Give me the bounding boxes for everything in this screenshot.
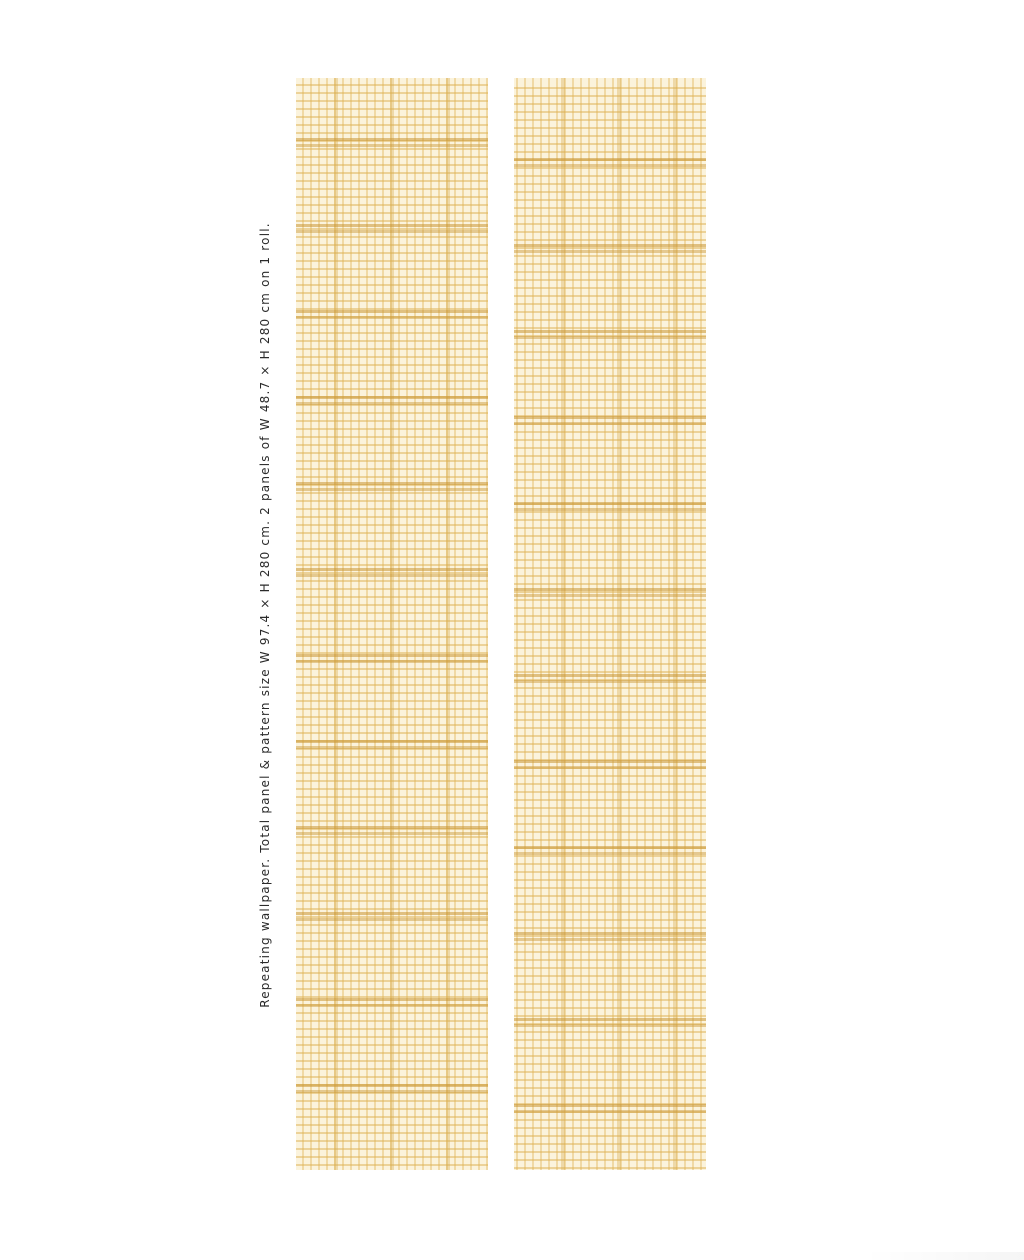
page-edge-shadow — [864, 1252, 1024, 1260]
wallpaper-size-caption: Repeating wallpaper. Total panel & patte… — [258, 222, 272, 1008]
wallpaper-panel-right — [514, 78, 706, 1170]
wallpaper-panel-left — [296, 78, 488, 1170]
